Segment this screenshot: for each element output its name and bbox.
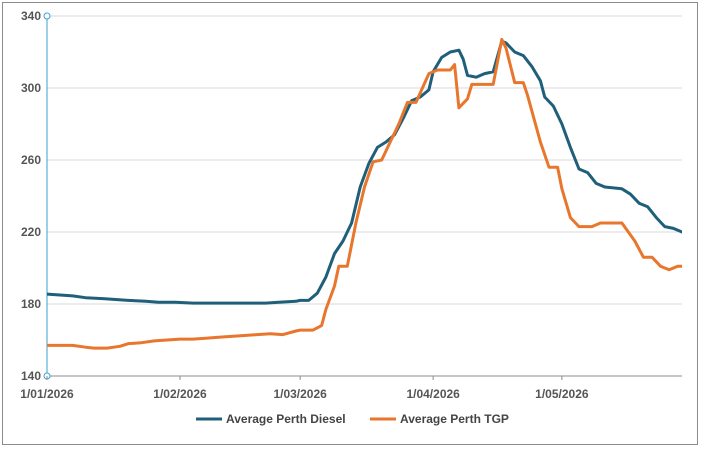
y-tick-label-300: 300 — [21, 81, 41, 95]
y-tick-label-340: 340 — [21, 9, 41, 23]
gridlines — [47, 15, 682, 305]
legend-label-1: Average Perth TGP — [400, 412, 509, 426]
x-tick-label-4: 1/05/2026 — [535, 387, 589, 401]
y-tick-label-260: 260 — [21, 153, 41, 167]
x-tick-label-2: 1/03/2026 — [273, 387, 327, 401]
x-tick-label-0: 1/01/2026 — [20, 387, 74, 401]
axes — [43, 12, 682, 380]
tick-labels: 140 180 220 260 300 340 1/01/2026 1/02/2026 1/03… — [20, 9, 589, 401]
series-line-tgp — [47, 37, 682, 350]
legend-label-0: Average Perth Diesel — [226, 412, 346, 426]
series-lines — [47, 37, 682, 350]
legend: Average Perth Diesel Average Perth TGP — [196, 412, 509, 426]
y-tick-label-180: 180 — [21, 297, 41, 311]
y-tick-label-220: 220 — [21, 225, 41, 239]
x-tick-label-3: 1/04/2026 — [406, 387, 460, 401]
series-line-diesel — [47, 39, 682, 305]
x-tick-label-1: 1/02/2026 — [153, 387, 207, 401]
y-axis-handle-top[interactable] — [43, 12, 51, 20]
y-tick-label-140: 140 — [21, 369, 41, 383]
